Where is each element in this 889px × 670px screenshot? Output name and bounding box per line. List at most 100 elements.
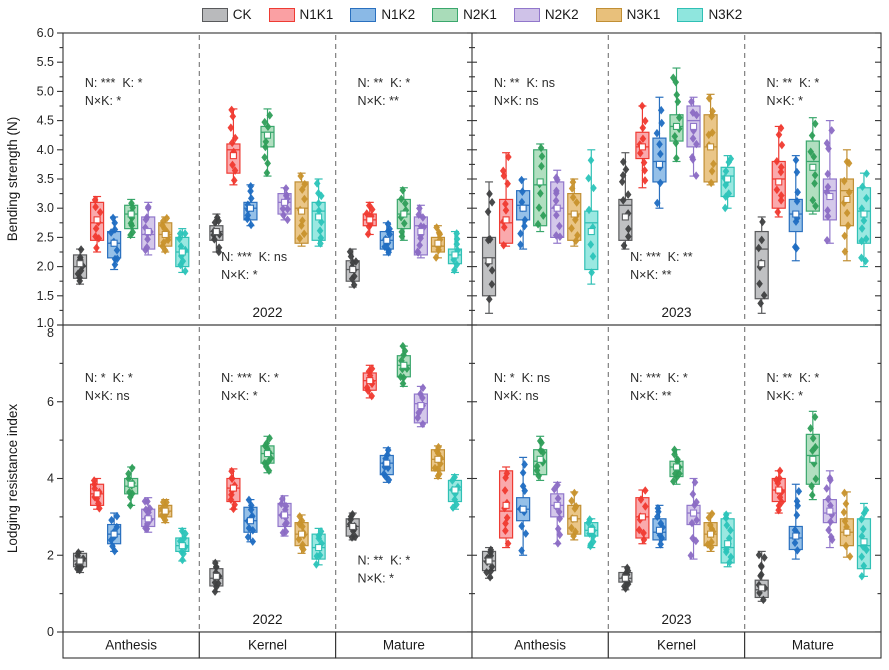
box-2023-Kernel-N2K1-data-point	[671, 445, 678, 455]
box-2022-Kernel-N1K1-data-point	[228, 105, 235, 115]
box-2022-Mature-N3K2-data-point	[450, 255, 458, 265]
y-tick-label: 1.5	[37, 289, 54, 303]
box-2023-Kernel-N2K2-data-point	[693, 497, 700, 507]
box-2023-Anthesis-N3K2-iqr	[584, 210, 599, 271]
box-2023-Kernel-CK-data-point	[619, 171, 627, 180]
box-2023-Anthesis-CK-mean-marker	[485, 557, 493, 565]
box-2023-Kernel-N2K2-mean-marker	[689, 122, 698, 130]
box-2022-Kernel-N1K2-data-point	[244, 214, 251, 224]
box-2022-Anthesis-N1K2-data-point	[109, 541, 116, 551]
box-2023-Anthesis-N1K2-data-point	[519, 187, 526, 196]
box-2022-Anthesis-N1K2-data-point	[113, 245, 121, 255]
box-2023-Anthesis-N3K2-data-point	[589, 252, 597, 261]
box-2023-Anthesis-N3K2-data-point	[585, 205, 593, 215]
box-2023-Anthesis-CK-data-point	[483, 568, 490, 577]
box-2022-Kernel-N3K2-mean-marker	[315, 213, 323, 221]
box-2022-Kernel-CK-mean-marker	[212, 228, 220, 236]
box-2022-Kernel-N2K1-data-point	[262, 137, 270, 147]
box-2023-Mature-N2K2-data-point	[823, 484, 830, 493]
box-2023-Anthesis-N1K1-data-point	[500, 222, 508, 232]
box-2023-Kernel-N3K1-data-point	[710, 159, 717, 169]
box-2022-Kernel-N1K1-data-point	[229, 112, 237, 121]
box-2023-Anthesis-N3K2-data-point	[587, 240, 595, 249]
box-2022-Kernel-N1K2-data-point	[247, 505, 255, 514]
box-2022-Kernel-CK-data-point	[211, 235, 218, 244]
box-2023-Kernel-N1K2-data-point	[657, 178, 664, 188]
box-2022-Mature-N3K2-data-point	[453, 500, 460, 509]
box-2023-Kernel-CK-data-point	[623, 563, 631, 573]
legend-swatch-N2K1	[432, 7, 459, 22]
box-2023-Anthesis-N1K1-mean-marker	[502, 501, 510, 509]
box-2022-Mature-CK-data-point	[346, 247, 354, 257]
box-2022-Anthesis-N2K2-mean-marker	[144, 515, 152, 523]
box-2023-Anthesis-N2K1-data-point	[533, 462, 541, 471]
box-2023-Kernel-N1K2-mean-marker	[655, 526, 664, 534]
box-2022-Mature-N1K2-data-point	[384, 219, 392, 229]
box-2023-Mature-N1K1-data-point	[773, 157, 781, 166]
box-2023-Mature-N1K2-data-point	[792, 217, 800, 226]
box-2023-Anthesis-N3K1-mean-marker	[570, 515, 578, 523]
box-2022-Anthesis-N1K1-mean-marker	[93, 216, 101, 224]
box-2022-Mature-N2K1-data-point	[398, 227, 406, 237]
box-2023-Kernel-N1K1-data-point	[637, 148, 644, 158]
box-2022-Anthesis-N3K2-mean-marker	[178, 542, 186, 550]
box-2023-Mature-N1K1-data-point	[777, 196, 785, 205]
box-2022-Mature-N3K1-data-point	[433, 223, 440, 232]
box-2023-Kernel-N2K2-data-point	[688, 153, 696, 162]
box-2023-Mature-N3K1-data-point	[844, 221, 852, 230]
stats-annotation-2023-Anthesis-line1: N: ** K: ns	[494, 76, 555, 90]
box-2023-Kernel-N3K2-data-point	[722, 510, 730, 520]
box-2023-Anthesis-N1K2-data-point	[518, 175, 525, 185]
box-2023-Mature-N2K2-data-point	[823, 235, 831, 245]
y-tick-label: 6.0	[37, 26, 54, 40]
box-2023-Kernel-N1K2-data-point	[656, 140, 663, 149]
box-2023-Mature-N2K1-data-point	[811, 412, 819, 422]
box-2022-Mature-N2K1-data-point	[398, 232, 406, 241]
box-2022-Kernel-CK-data-point	[213, 213, 221, 222]
box-2022-Mature-N1K2-data-point	[382, 472, 389, 481]
box-2023-Mature-N1K1-data-point	[776, 492, 784, 502]
y-tick-label: 0	[47, 625, 54, 639]
box-2023-Anthesis-N2K2-data-point	[555, 507, 563, 517]
box-2023-Kernel-N2K1-data-point	[670, 477, 677, 486]
box-2023-Mature-N1K1-data-point	[773, 185, 781, 195]
box-2023-Anthesis-N1K1-data-point	[502, 199, 509, 209]
box-2022-Kernel-N1K2-mean-marker	[246, 517, 255, 525]
box-2022-Kernel-N2K1-data-point	[266, 111, 274, 120]
box-2022-Anthesis-N1K1-data-point	[92, 224, 100, 233]
box-2023-Kernel-N1K1-mean-marker	[638, 143, 646, 151]
box-2023-Anthesis-CK-data-point	[487, 545, 495, 555]
box-2022-Mature-N1K2-data-point	[386, 224, 393, 234]
box-2023-Mature-N2K1-data-point	[811, 170, 819, 180]
box-2023-Anthesis-N1K1-data-point	[505, 152, 512, 162]
box-2023-Anthesis-N3K1-data-point	[572, 527, 579, 537]
box-2023-Kernel-N1K2-data-point	[653, 128, 661, 138]
legend-label-CK: CK	[232, 7, 252, 22]
box-2023-Kernel-N3K1-data-point	[705, 94, 713, 103]
box-2023-Anthesis-N3K2-data-point	[587, 539, 595, 549]
box-2022-Kernel-N1K1-data-point	[227, 123, 235, 133]
box-2022-Mature-N2K2-data-point	[419, 383, 427, 393]
box-2022-Mature-N2K1-mean-marker	[400, 361, 408, 369]
box-2022-Mature-N3K1-data-point	[432, 253, 440, 262]
box-2022-Kernel-N3K2-data-point	[317, 233, 325, 243]
stats-annotation-2022-Kernel-line2: N×K: *	[221, 389, 258, 403]
box-2023-Mature-N3K2-data-point	[859, 182, 866, 192]
box-2023-Anthesis-N3K1-data-point	[571, 488, 578, 498]
box-2023-Mature-N3K2-data-point	[858, 253, 865, 263]
box-2023-Anthesis-N3K2-data-point	[586, 515, 593, 524]
box-2022-Kernel-CK-data-point	[214, 579, 222, 588]
box-2022-Kernel-N2K2-mean-marker	[280, 198, 289, 206]
box-2022-Mature-N3K1-mean-marker	[434, 455, 442, 463]
box-2023-Kernel-N1K1-data-point	[640, 535, 648, 545]
y-axis-title: Bending strength (N)	[5, 117, 20, 242]
stats-annotation-2022-Mature-line2: N×K: *	[357, 571, 394, 585]
box-2022-Mature-N2K2-data-point	[417, 389, 424, 399]
box-2022-Kernel-N2K1-data-point	[267, 453, 275, 463]
box-2023-Kernel-CK-mean-marker	[621, 213, 629, 221]
box-2022-Kernel-N2K2-data-point	[282, 501, 290, 511]
box-2022-Kernel-N2K1-data-point	[264, 159, 271, 168]
box-2022-Kernel-N3K1-data-point	[298, 516, 306, 526]
box-2023-Mature-N1K1-data-point	[776, 474, 783, 483]
box-2022-Mature-N3K1-data-point	[435, 228, 443, 238]
